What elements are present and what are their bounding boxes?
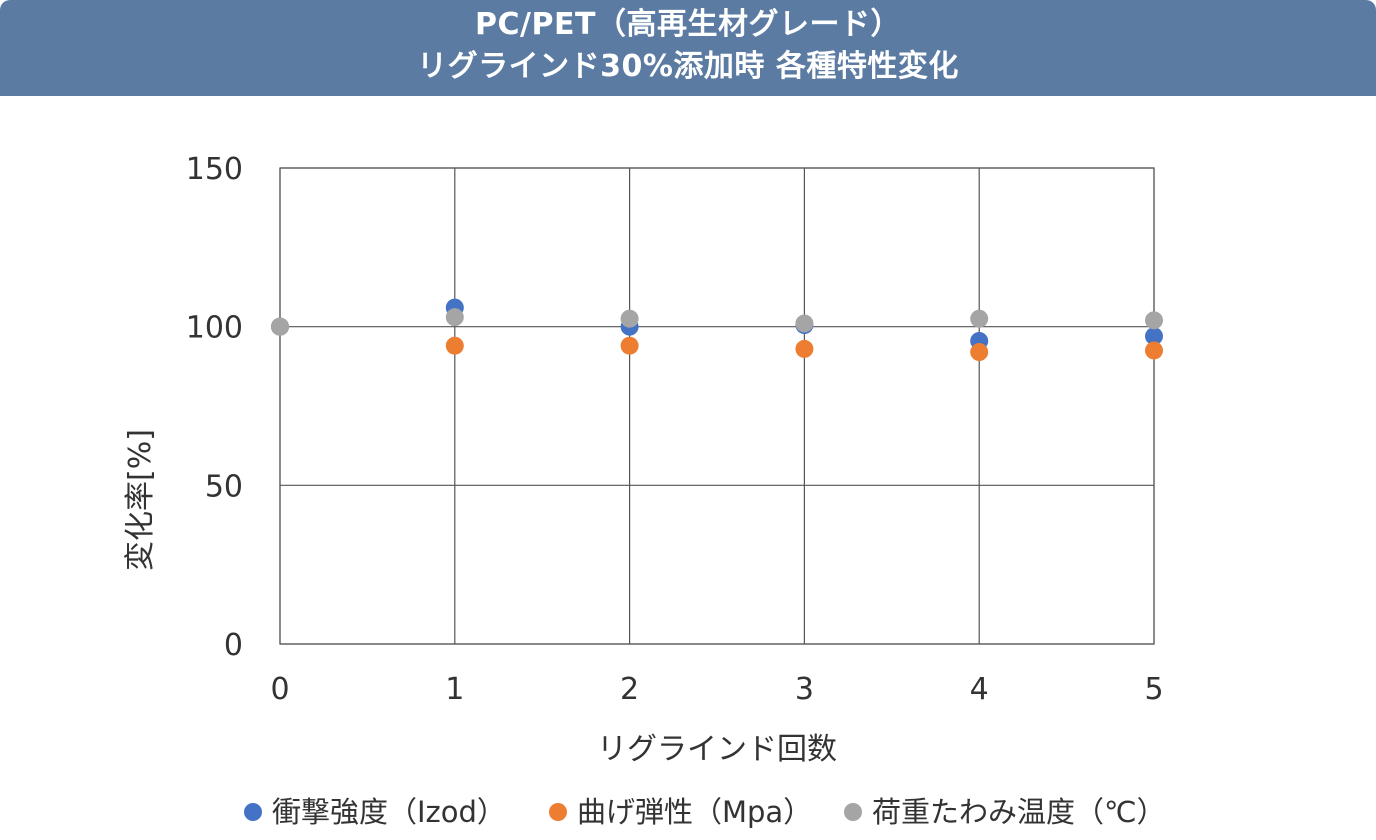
data-point-series-2 (795, 339, 814, 358)
y-tick-label: 150 (186, 152, 243, 187)
data-point-series-3 (970, 309, 989, 328)
chart-title-line-1: PC/PET（高再生材グレード） (475, 7, 901, 42)
x-tick-label: 1 (445, 672, 464, 707)
plot-border (279, 167, 1155, 645)
data-point-series-3 (1145, 311, 1163, 330)
chart-grid (279, 167, 1155, 645)
y-tick-label: 0 (224, 628, 243, 663)
legend-label-series-3: 荷重たわみ温度（℃） (872, 795, 1166, 829)
y-tick-label: 50 (205, 469, 243, 504)
data-point-series-2 (620, 336, 639, 355)
legend-label-series-1: 衝撃強度（Izod） (272, 795, 506, 829)
data-points (271, 298, 1163, 362)
chart-header: PC/PET（高再生材グレード） リグラインド30%添加時 各種特性変化 (0, 0, 1376, 96)
x-tick-label: 4 (970, 672, 989, 707)
legend-label-series-2: 曲げ弾性（Mpa） (577, 795, 812, 829)
y-tick-labels: 0 50 100 150 (186, 152, 243, 663)
scatter-chart: 0 50 100 150 0 1 2 3 4 5 リグラインド回数 変化率[%] 衝撃強度（Iz… (123, 152, 1166, 829)
x-tick-label: 3 (795, 672, 814, 707)
x-tick-labels: 0 1 2 3 4 5 (270, 672, 1163, 707)
x-tick-label: 5 (1144, 672, 1163, 707)
data-point-series-2 (445, 336, 464, 355)
data-point-series-1 (1145, 327, 1163, 346)
data-point-series-3 (445, 308, 464, 327)
x-axis-title: リグラインド回数 (597, 732, 837, 767)
chart-title-line-2: リグラインド30%添加時 各種特性変化 (417, 49, 959, 84)
legend-marker-series-1 (244, 803, 262, 821)
data-point-series-2 (1145, 341, 1163, 360)
data-point-series-3 (620, 309, 639, 328)
data-point-series-2 (970, 343, 989, 362)
data-point-series-3 (271, 317, 289, 336)
legend-marker-series-3 (844, 803, 862, 821)
x-tick-label: 0 (270, 672, 289, 707)
y-axis-title: 変化率[%] (123, 429, 158, 571)
legend-marker-series-2 (549, 803, 567, 821)
data-point-series-3 (795, 314, 814, 333)
y-tick-label: 100 (186, 311, 243, 346)
x-tick-label: 2 (620, 672, 639, 707)
legend: 衝撃強度（Izod） 曲げ弾性（Mpa） 荷重たわみ温度（℃） (244, 795, 1166, 829)
